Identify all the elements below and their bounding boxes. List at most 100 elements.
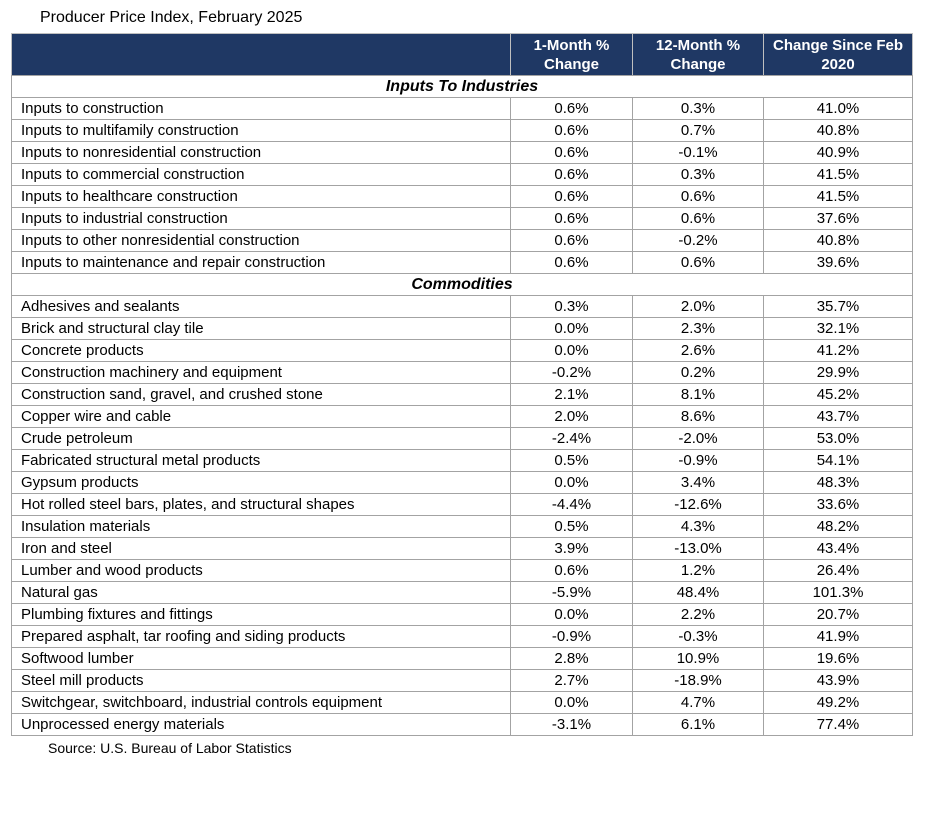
row-label: Gypsum products	[11, 471, 511, 494]
row-label: Inputs to commercial construction	[11, 163, 511, 186]
row-value: 26.4%	[763, 559, 913, 582]
row-label: Inputs to multifamily construction	[11, 119, 511, 142]
table-row: Fabricated structural metal products 0.5%…	[11, 449, 913, 472]
row-label: Copper wire and cable	[11, 405, 511, 428]
row-label: Insulation materials	[11, 515, 511, 538]
row-label: Inputs to healthcare construction	[11, 185, 511, 208]
row-value: 0.0%	[510, 471, 633, 494]
row-value: 2.2%	[632, 603, 764, 626]
row-value: 3.9%	[510, 537, 633, 560]
table-row: Gypsum products 0.0% 3.4% 48.3%	[11, 471, 913, 494]
row-value: 0.6%	[510, 141, 633, 164]
row-value: 48.3%	[763, 471, 913, 494]
row-value: -0.9%	[510, 625, 633, 648]
table-row: Construction machinery and equipment -0.2…	[11, 361, 913, 384]
row-value: 40.9%	[763, 141, 913, 164]
row-value: 0.6%	[632, 207, 764, 230]
row-value: -4.4%	[510, 493, 633, 516]
table-row: Inputs to healthcare construction 0.6% 0.6…	[11, 185, 913, 208]
row-value: 48.2%	[763, 515, 913, 538]
row-label: Adhesives and sealants	[11, 295, 511, 318]
row-value: 41.5%	[763, 185, 913, 208]
row-value: 40.8%	[763, 119, 913, 142]
table-row: Insulation materials 0.5% 4.3% 48.2%	[11, 515, 913, 538]
row-value: -0.2%	[632, 229, 764, 252]
row-value: 20.7%	[763, 603, 913, 626]
section-row: Commodities	[11, 273, 913, 296]
row-value: 0.5%	[510, 515, 633, 538]
row-value: 4.3%	[632, 515, 764, 538]
table-row: Copper wire and cable 2.0% 8.6% 43.7%	[11, 405, 913, 428]
table-row: Steel mill products 2.7% -18.9% 43.9%	[11, 669, 913, 692]
table-row: Crude petroleum -2.4% -2.0% 53.0%	[11, 427, 913, 450]
row-value: 6.1%	[632, 713, 764, 736]
row-label: Construction sand, gravel, and crushed s…	[11, 383, 511, 406]
row-label: Brick and structural clay tile	[11, 317, 511, 340]
table-header: 1-Month % Change 12-Month % Change Chang…	[11, 33, 913, 76]
row-value: 0.7%	[632, 119, 764, 142]
table-body: Inputs To Industries Inputs to constructi…	[11, 75, 913, 736]
table-row: Lumber and wood products 0.6% 1.2% 26.4%	[11, 559, 913, 582]
row-value: 2.0%	[632, 295, 764, 318]
row-value: 0.6%	[632, 185, 764, 208]
row-value: 0.5%	[510, 449, 633, 472]
row-value: 8.1%	[632, 383, 764, 406]
row-label: Switchgear, switchboard, industrial cont…	[11, 691, 511, 714]
row-value: 0.6%	[510, 119, 633, 142]
section-label: Commodities	[11, 273, 913, 296]
row-value: 0.3%	[632, 97, 764, 120]
row-value: 0.6%	[632, 251, 764, 274]
row-value: 40.8%	[763, 229, 913, 252]
row-value: 0.3%	[510, 295, 633, 318]
row-value: 54.1%	[763, 449, 913, 472]
row-label: Lumber and wood products	[11, 559, 511, 582]
row-value: 4.7%	[632, 691, 764, 714]
row-label: Construction machinery and equipment	[11, 361, 511, 384]
row-value: 0.6%	[510, 185, 633, 208]
row-value: 0.6%	[510, 229, 633, 252]
table-row: Brick and structural clay tile 0.0% 2.3% 32…	[11, 317, 913, 340]
row-label: Prepared asphalt, tar roofing and siding…	[11, 625, 511, 648]
header-row: 1-Month % Change 12-Month % Change Chang…	[11, 33, 913, 76]
row-value: 0.6%	[510, 97, 633, 120]
table-row: Adhesives and sealants 0.3% 2.0% 35.7%	[11, 295, 913, 318]
row-value: 32.1%	[763, 317, 913, 340]
row-value: -0.1%	[632, 141, 764, 164]
row-value: -0.9%	[632, 449, 764, 472]
table-row: Concrete products 0.0% 2.6% 41.2%	[11, 339, 913, 362]
row-value: 0.6%	[510, 163, 633, 186]
row-value: 43.9%	[763, 669, 913, 692]
row-value: 19.6%	[763, 647, 913, 670]
row-label: Steel mill products	[11, 669, 511, 692]
row-value: -18.9%	[632, 669, 764, 692]
row-value: 45.2%	[763, 383, 913, 406]
row-value: 2.8%	[510, 647, 633, 670]
header-cell-1-month: 1-Month % Change	[510, 33, 633, 76]
row-label: Inputs to industrial construction	[11, 207, 511, 230]
page: Producer Price Index, February 2025 1-Mo…	[0, 8, 936, 820]
row-value: 8.6%	[632, 405, 764, 428]
row-value: 0.3%	[632, 163, 764, 186]
row-value: 43.7%	[763, 405, 913, 428]
row-value: 2.6%	[632, 339, 764, 362]
row-value: 53.0%	[763, 427, 913, 450]
table-row: Prepared asphalt, tar roofing and siding…	[11, 625, 913, 648]
table-row: Unprocessed energy materials -3.1% 6.1% 77.…	[11, 713, 913, 736]
row-label: Plumbing fixtures and fittings	[11, 603, 511, 626]
row-value: 49.2%	[763, 691, 913, 714]
row-label: Fabricated structural metal products	[11, 449, 511, 472]
row-value: 2.7%	[510, 669, 633, 692]
table-row: Hot rolled steel bars, plates, and struc…	[11, 493, 913, 516]
row-value: 0.6%	[510, 207, 633, 230]
row-value: 0.0%	[510, 603, 633, 626]
row-value: 41.0%	[763, 97, 913, 120]
row-value: 77.4%	[763, 713, 913, 736]
row-value: -3.1%	[510, 713, 633, 736]
row-value: 2.0%	[510, 405, 633, 428]
row-value: 41.9%	[763, 625, 913, 648]
row-label: Inputs to maintenance and repair constru…	[11, 251, 511, 274]
row-value: 101.3%	[763, 581, 913, 604]
page-title: Producer Price Index, February 2025	[40, 9, 303, 26]
row-value: 41.2%	[763, 339, 913, 362]
row-value: 0.6%	[510, 559, 633, 582]
